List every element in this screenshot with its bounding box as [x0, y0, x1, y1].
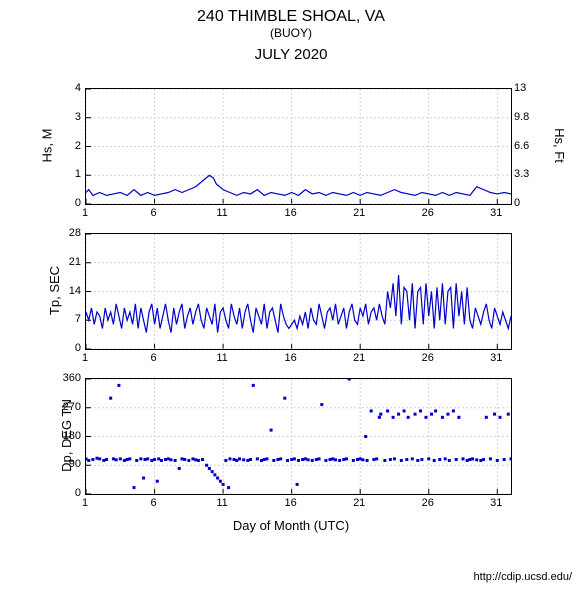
y-tick-label: 360 — [63, 372, 81, 384]
footer-url: http://cdip.ucsd.edu/ — [474, 571, 572, 583]
y-tick-label-right: 13 — [514, 82, 526, 94]
x-tick-label: 11 — [214, 207, 230, 219]
y-axis-label: Hs, M — [39, 128, 54, 162]
chart-tp-svg — [86, 234, 511, 349]
y-tick-label: 1 — [75, 168, 81, 180]
x-tick-label: 26 — [420, 497, 436, 509]
y-axis-label: Dp, DEG TN — [59, 399, 74, 472]
x-tick-label: 31 — [488, 352, 504, 364]
chart-tp — [85, 233, 512, 350]
y-tick-label: 14 — [69, 285, 81, 297]
y-tick-label: 28 — [69, 227, 81, 239]
y-tick-label-right: 0 — [514, 197, 520, 209]
y-tick-label: 2 — [75, 140, 81, 152]
x-tick-label: 21 — [351, 207, 367, 219]
x-tick-label: 21 — [351, 352, 367, 364]
x-tick-label: 6 — [146, 497, 162, 509]
x-tick-label: 26 — [420, 352, 436, 364]
x-tick-label: 31 — [488, 497, 504, 509]
x-tick-label: 6 — [146, 352, 162, 364]
x-tick-label: 16 — [283, 352, 299, 364]
y-tick-label-right: 3.3 — [514, 168, 529, 180]
y-tick-label-right: 9.8 — [514, 111, 529, 123]
title-main: 240 THIMBLE SHOAL, VA — [0, 8, 582, 26]
y-tick-label: 21 — [69, 256, 81, 268]
y-tick-label: 3 — [75, 111, 81, 123]
x-tick-label: 11 — [214, 352, 230, 364]
x-tick-label: 1 — [77, 207, 93, 219]
x-tick-label: 16 — [283, 497, 299, 509]
y-axis-label-right: Hs, Ft — [552, 128, 567, 163]
x-axis-label: Day of Month (UTC) — [0, 518, 582, 533]
x-tick-label: 31 — [488, 207, 504, 219]
y-tick-label: 4 — [75, 82, 81, 94]
x-tick-label: 1 — [77, 497, 93, 509]
x-tick-label: 16 — [283, 207, 299, 219]
y-axis-label: Tp, SEC — [47, 265, 62, 314]
chart-hs — [85, 88, 512, 205]
chart-dp — [85, 378, 512, 495]
chart-dp-svg — [86, 379, 511, 494]
x-tick-label: 1 — [77, 352, 93, 364]
title-month: JULY 2020 — [0, 46, 582, 63]
y-tick-label-right: 6.6 — [514, 140, 529, 152]
x-tick-label: 6 — [146, 207, 162, 219]
x-tick-label: 11 — [214, 497, 230, 509]
y-tick-label: 7 — [75, 313, 81, 325]
chart-hs-svg — [86, 89, 511, 204]
x-tick-label: 26 — [420, 207, 436, 219]
title-sub: (BUOY) — [0, 26, 582, 40]
x-tick-label: 21 — [351, 497, 367, 509]
